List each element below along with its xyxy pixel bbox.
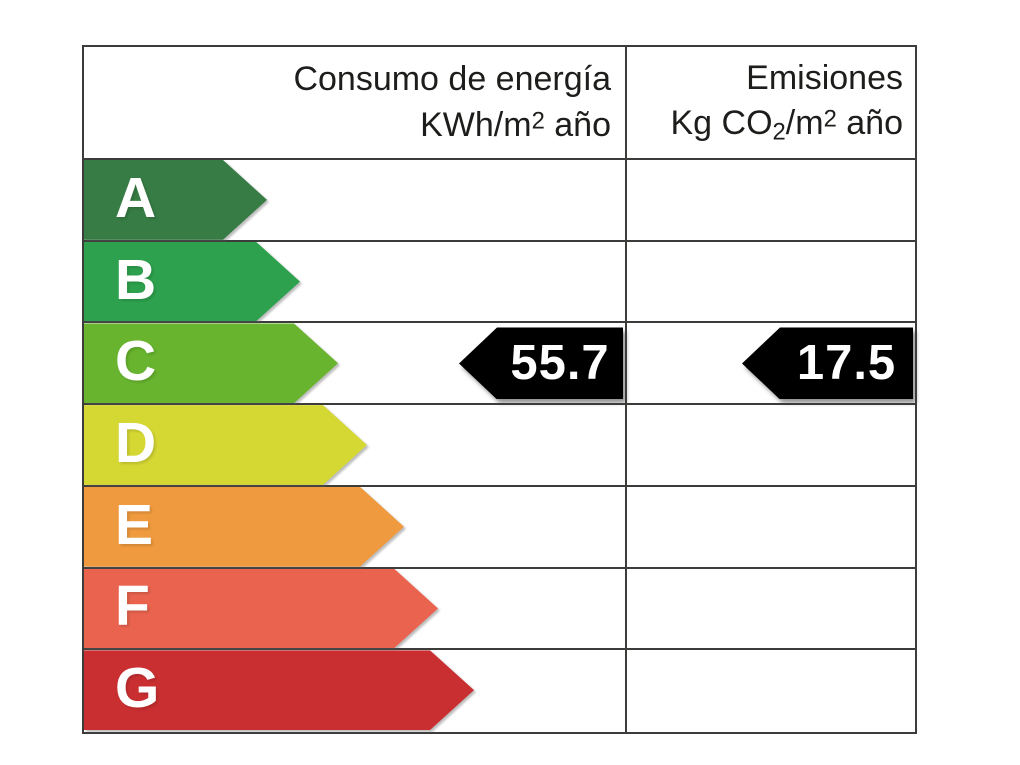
rating-arrow-a (84, 160, 267, 240)
rating-arrow-b (84, 242, 300, 322)
header-emissions-line1: Emisiones (746, 58, 903, 97)
header-consumption-cell: Consumo de energía KWh/m2 año (84, 47, 625, 158)
rating-letter-e: E (115, 492, 155, 557)
header-consumption-line1: Consumo de energía (293, 59, 611, 98)
header-emissions-cell: Emisiones Kg CO2/m2 año (625, 47, 915, 158)
consumption-value-arrow: 55.7 (459, 327, 623, 400)
rating-rows: A B C 55.7 17.5 (84, 160, 915, 730)
rating-arrow-g (84, 650, 474, 730)
rating-table: Consumo de energía KWh/m2 año Emisiones … (82, 45, 917, 734)
rating-arrow-c (84, 323, 338, 403)
rating-letter-f: F (115, 574, 151, 639)
header-consumption-line2: KWh/m2 año (420, 105, 611, 144)
rating-letter-c: C (115, 329, 158, 394)
rating-letter-d: D (115, 411, 158, 476)
rating-row-a: A (84, 160, 915, 242)
rating-row-d: D (84, 405, 915, 487)
emissions-value: 17.5 (796, 336, 897, 391)
rating-letter-g: G (115, 656, 161, 721)
rating-letter-a: A (115, 165, 158, 230)
consumption-value: 55.7 (510, 336, 610, 391)
header-emissions-line2: Kg CO2/m2 año (670, 104, 903, 147)
rating-row-f: F (84, 569, 915, 651)
rating-row-g: G (84, 650, 915, 730)
rating-arrow-d (84, 405, 367, 485)
rating-row-c: C 55.7 17.5 (84, 323, 915, 406)
rating-row-e: E (84, 487, 915, 569)
rating-row-b: B (84, 242, 915, 324)
rating-arrow-e (84, 487, 404, 567)
table-header: Consumo de energía KWh/m2 año Emisiones … (84, 47, 915, 160)
rating-letter-b: B (115, 247, 158, 312)
column-divider (625, 47, 627, 732)
rating-arrow-f (84, 569, 438, 649)
emissions-value-arrow: 17.5 (742, 327, 913, 400)
